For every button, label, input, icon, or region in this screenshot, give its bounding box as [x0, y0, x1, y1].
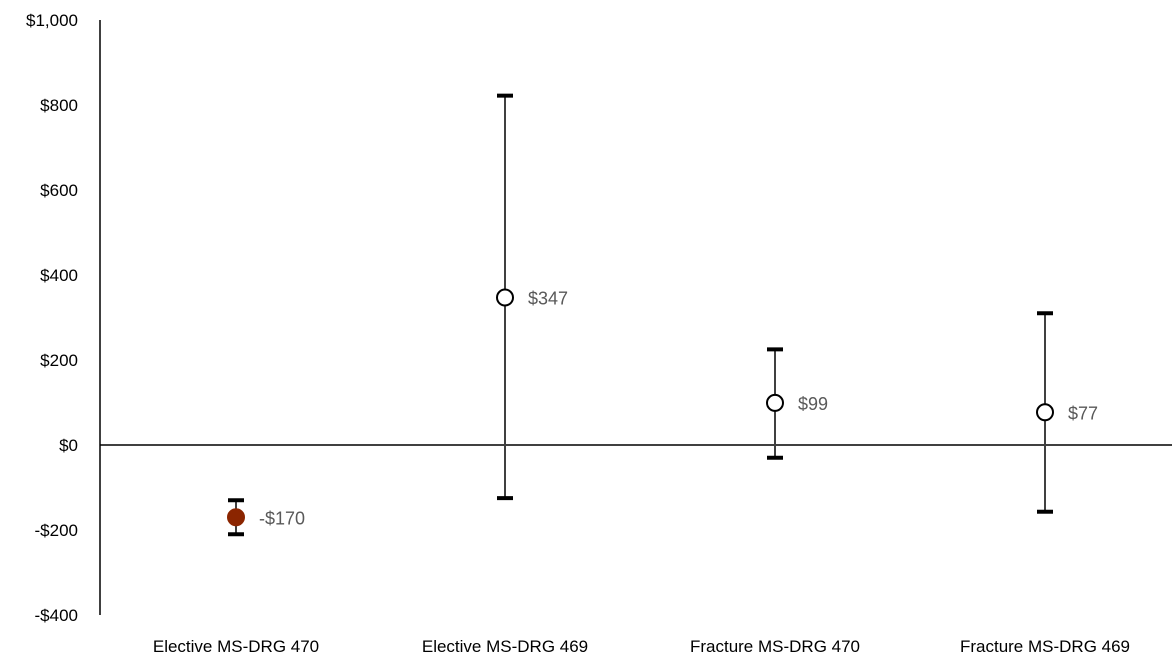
- category-label: Fracture MS-DRG 470: [690, 637, 860, 656]
- x-axis-category-labels: Elective MS-DRG 470 Elective MS-DRG 469 Fr…: [153, 637, 1130, 656]
- y-tick-label: $800: [40, 96, 78, 115]
- y-tick-label: $600: [40, 181, 78, 200]
- data-label: $77: [1068, 403, 1098, 423]
- y-axis-tick-labels: $1,000 $800 $600 $400 $200 $0 -$200 -$400: [26, 11, 78, 625]
- data-label: $99: [798, 394, 828, 414]
- data-points: [227, 288, 1054, 527]
- y-tick-label: $200: [40, 351, 78, 370]
- y-tick-label: $1,000: [26, 11, 78, 30]
- y-tick-label: $0: [59, 436, 78, 455]
- data-point: [496, 288, 514, 307]
- data-point: [1036, 403, 1054, 422]
- error-bars: [228, 93, 1053, 537]
- data-labels: -$170 $347 $99 $77: [259, 289, 1098, 529]
- y-tick-label: $400: [40, 266, 78, 285]
- category-label: Elective MS-DRG 470: [153, 637, 319, 656]
- y-tick-label: -$400: [35, 606, 78, 625]
- data-label: $347: [528, 289, 568, 309]
- data-label: -$170: [259, 508, 305, 528]
- category-label: Elective MS-DRG 469: [422, 637, 588, 656]
- data-point: [766, 393, 784, 412]
- category-label: Fracture MS-DRG 469: [960, 637, 1130, 656]
- data-point: [227, 508, 245, 527]
- y-tick-label: -$200: [35, 521, 78, 540]
